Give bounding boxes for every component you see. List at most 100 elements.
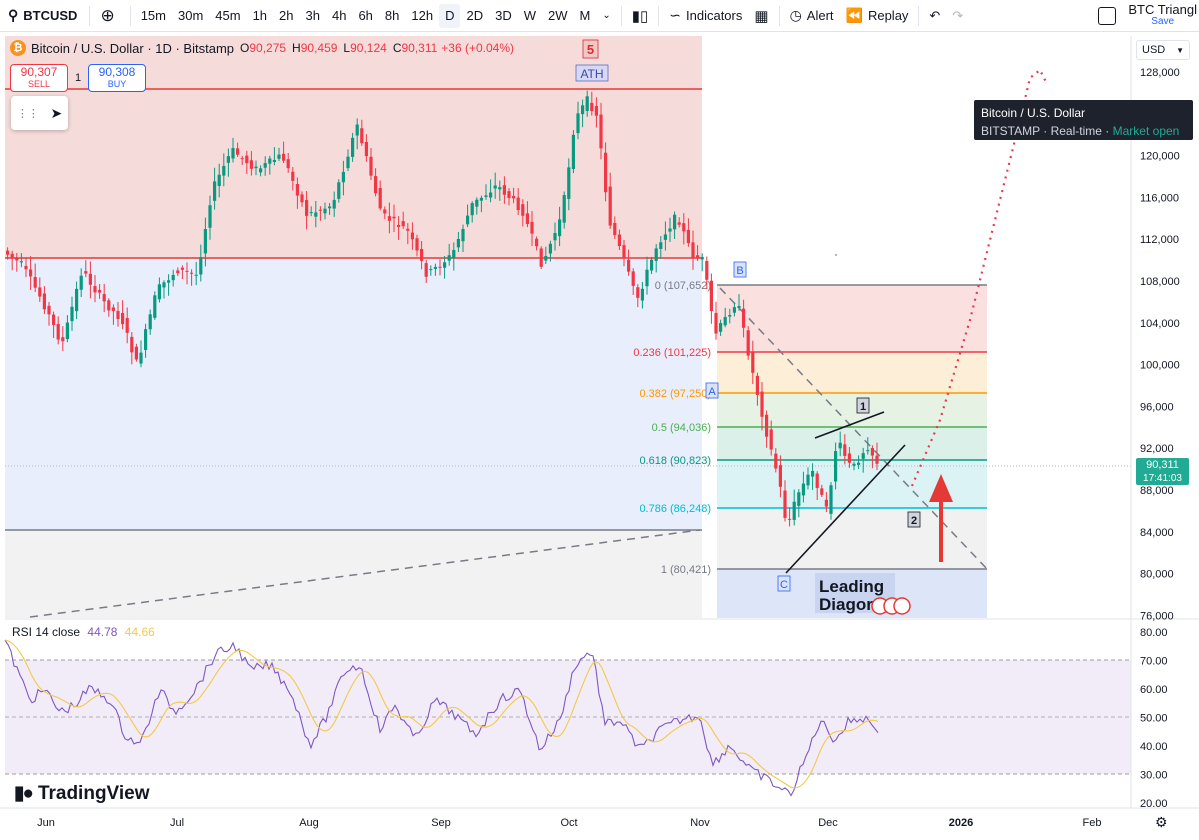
candle-body — [769, 429, 773, 450]
candle-body — [84, 271, 88, 274]
leading-diagonal-note[interactable]: Leading Diagor — [815, 573, 911, 615]
layout-selector[interactable]: BTC Triangl Save — [1098, 0, 1199, 32]
chart-title[interactable]: Bitcoin / U.S. Dollar · 1D · Bitstamp — [31, 40, 234, 56]
wave-label-1[interactable]: 1 — [856, 397, 870, 414]
candle-body — [249, 160, 253, 169]
interval-15m[interactable]: 15m — [140, 8, 166, 23]
chart-canvas[interactable]: 0 (107,652) 0.236 (101,225) 0.382 (97,250)… — [0, 33, 1199, 840]
interval-d[interactable]: D — [439, 3, 461, 28]
candle-body — [217, 174, 221, 187]
wave-label-2[interactable]: 2 — [907, 511, 921, 528]
wave-label-5[interactable]: 5 — [582, 39, 599, 59]
candle-body — [507, 191, 511, 199]
dot-marker — [835, 254, 837, 256]
price-tick-label: 76,000 — [1140, 610, 1174, 622]
rsi-tick-label: 70.00 — [1140, 656, 1168, 668]
interval-4h[interactable]: 4h — [331, 8, 347, 23]
interval-6h[interactable]: 6h — [358, 8, 373, 23]
emoji-reaction-icon[interactable] — [893, 597, 911, 615]
drag-handle-icon[interactable]: ⋮⋮ — [16, 107, 39, 120]
candle-body — [107, 300, 111, 311]
candle-body — [447, 255, 451, 261]
candle-body — [732, 307, 736, 313]
candle-body — [521, 204, 525, 216]
close-key: C — [392, 41, 402, 55]
gear-icon[interactable]: ⚙ — [1155, 814, 1168, 830]
interval-2h[interactable]: 2h — [279, 8, 294, 23]
interval-2d[interactable]: 2D — [466, 8, 484, 23]
candle-body — [502, 185, 506, 195]
compare-symbol-button[interactable]: ⊕ — [94, 0, 125, 32]
currency-selector[interactable]: USD ▼ — [1136, 40, 1190, 60]
interval-8h[interactable]: 8h — [384, 8, 400, 23]
buy-button[interactable]: 90,308 BUY — [88, 64, 146, 92]
wave-label-b[interactable]: B — [733, 261, 747, 278]
interval-2w[interactable]: 2W — [548, 8, 568, 23]
candlestick-series[interactable] — [6, 90, 879, 527]
candle-body — [167, 280, 171, 283]
templates-button[interactable]: ▦ — [748, 0, 774, 32]
current-price-value: 90,311 — [1146, 459, 1179, 471]
price-tick-label: 92,000 — [1140, 443, 1174, 455]
symbol-search-button[interactable]: ⚲ BTCUSD — [0, 0, 85, 32]
downtrend-line[interactable] — [719, 287, 989, 571]
wave-label-c[interactable]: C — [777, 575, 791, 592]
red-up-arrow[interactable] — [929, 474, 953, 562]
interval-3d[interactable]: 3D — [495, 8, 512, 23]
price-axis[interactable]: 128,000124,000120,000116,000112,000108,0… — [1140, 67, 1180, 622]
candle-body — [236, 148, 240, 155]
rsi-axis[interactable]: 80.00 70.00 60.00 50.00 40.00 30.00 20.00 — [1140, 627, 1168, 810]
redo-button[interactable]: ↷ — [946, 0, 969, 32]
candle-body — [295, 184, 299, 196]
candle-body — [144, 329, 148, 350]
tradingview-logo[interactable]: ▮● TradingView — [14, 782, 150, 805]
candle-body — [489, 192, 493, 198]
wave-label-ath[interactable]: ATH — [575, 64, 609, 82]
wave-label-a[interactable]: A — [705, 382, 719, 399]
indicators-button[interactable]: ∽ Indicators — [663, 0, 748, 32]
svg-text:1: 1 — [860, 401, 866, 413]
bitcoin-logo-icon: ₿ — [10, 40, 26, 56]
undo-button[interactable]: ↶ — [923, 0, 946, 32]
interval-m[interactable]: M — [579, 8, 591, 23]
candle-body — [291, 171, 295, 181]
candle-body — [42, 293, 46, 310]
candle-body — [263, 163, 267, 168]
candle-body — [829, 485, 833, 514]
candle-body — [686, 229, 690, 244]
low-value: 90,124 — [350, 41, 387, 55]
interval-1h[interactable]: 1h — [252, 8, 268, 23]
interval-w[interactable]: W — [523, 8, 537, 23]
candle-body — [286, 159, 290, 169]
candle-body — [709, 280, 713, 311]
interval-3h[interactable]: 3h — [305, 8, 320, 23]
time-tick-label: Feb — [1082, 817, 1102, 829]
replay-button[interactable]: ⏪ Replay — [840, 0, 915, 32]
interval-30m[interactable]: 30m — [177, 8, 204, 23]
interval-45m[interactable]: 45m — [215, 8, 241, 23]
interval-dropdown-button[interactable]: ⌄ — [596, 0, 616, 32]
candle-body — [203, 229, 207, 254]
sell-button[interactable]: 90,307 SELL — [10, 64, 68, 92]
alert-button[interactable]: ◷ Alert — [784, 0, 840, 32]
candle-body — [755, 375, 759, 395]
price-tick-label: 112,000 — [1140, 234, 1179, 246]
chart-type-button[interactable]: ▮▯ — [626, 0, 655, 32]
interval-12h[interactable]: 12h — [411, 8, 434, 23]
candle-body — [268, 158, 272, 164]
fib-level-label: 1 (80,421) — [661, 564, 711, 576]
rsi-legend[interactable]: RSI 14 close 44.78 44.66 — [12, 625, 155, 639]
candle-body — [677, 222, 681, 225]
wedge-upper-line[interactable] — [814, 411, 885, 439]
candle-body — [562, 195, 566, 223]
long-trend-line[interactable] — [29, 529, 701, 618]
cursor-arrow-icon[interactable]: ➤ — [50, 104, 63, 121]
save-layout-button[interactable]: Save — [1151, 16, 1175, 27]
symbol-label: BTCUSD — [23, 8, 78, 23]
candle-body — [585, 96, 589, 111]
candle-body — [728, 315, 732, 317]
rsi-tick-label: 60.00 — [1140, 684, 1168, 696]
trade-quantity[interactable]: 1 — [74, 72, 82, 84]
wedge-lower-line[interactable] — [785, 444, 906, 574]
candle-body — [438, 266, 442, 268]
